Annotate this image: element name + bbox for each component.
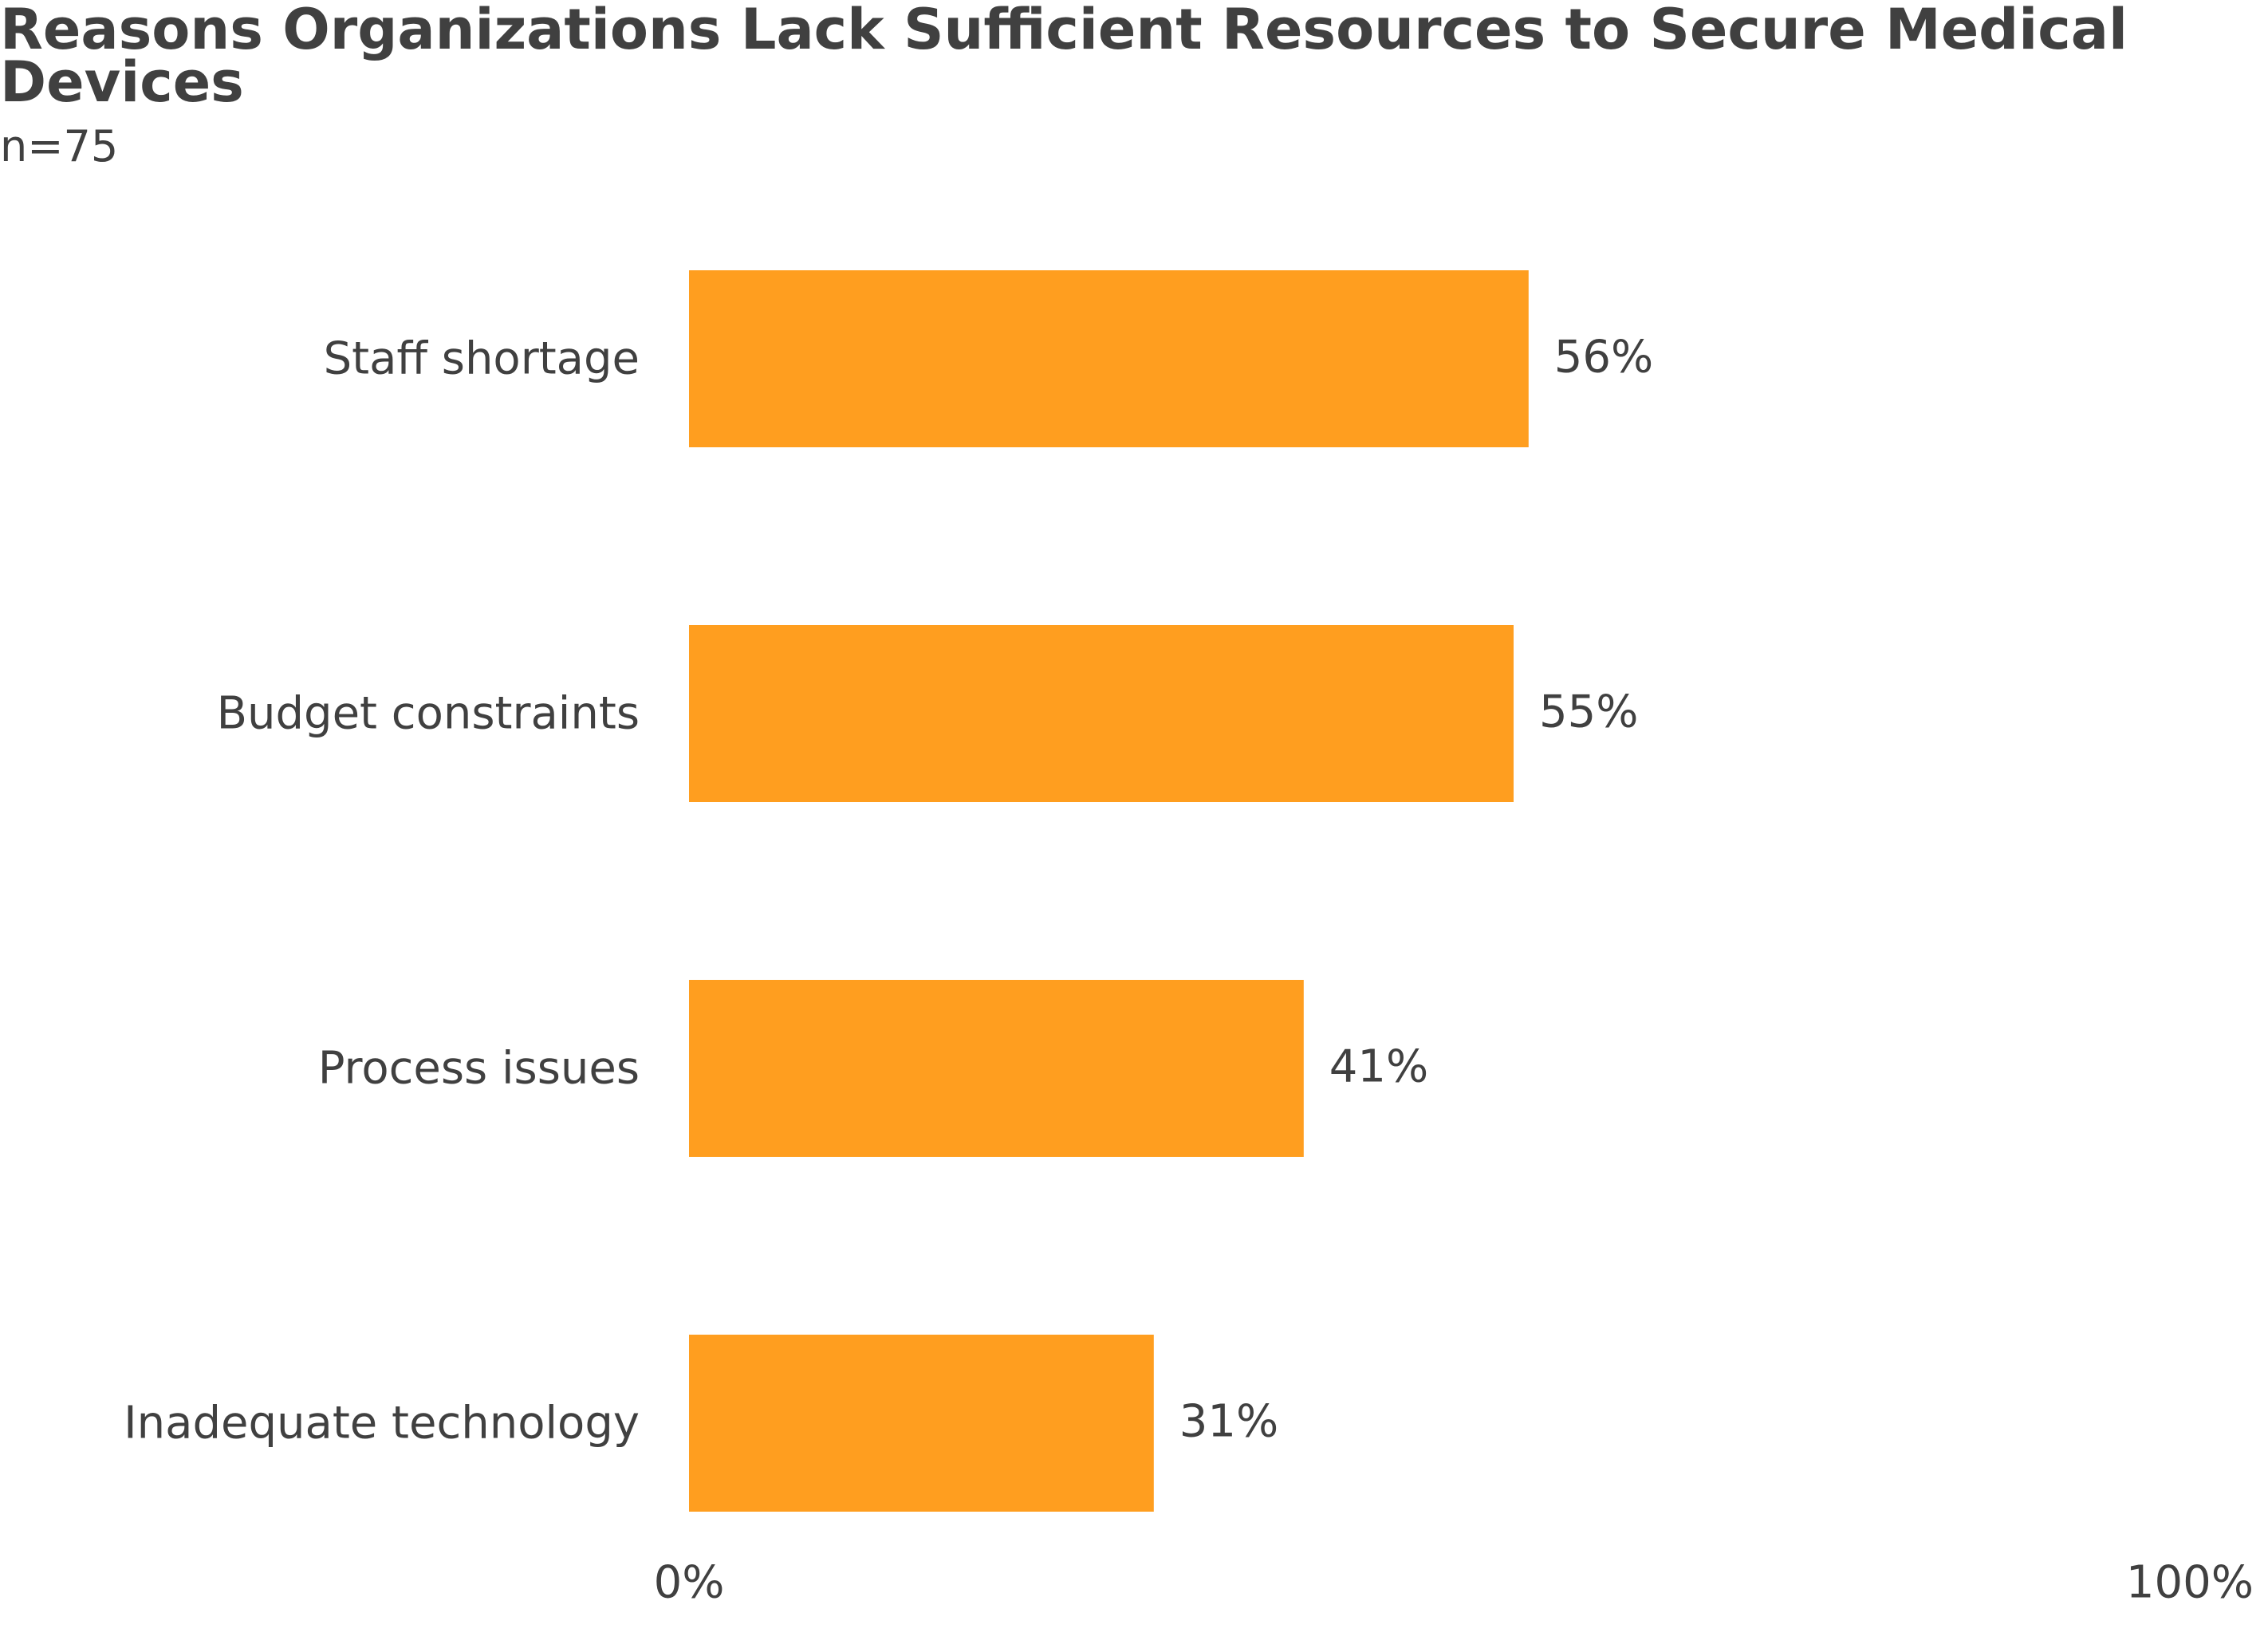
category-label-process-issues: Process issues [318, 1043, 640, 1095]
x-axis-ticks: 0% 100% [654, 1557, 2254, 1609]
bar-budget-constraints [689, 625, 1514, 802]
data-label-staff-shortage: 56% [1554, 332, 1653, 383]
bars-group [689, 270, 1529, 1512]
bar-staff-shortage [689, 270, 1529, 447]
category-labels: Staff shortage Budget constraints Process … [124, 333, 640, 1449]
data-label-budget-constraints: 55% [1539, 686, 1638, 738]
value-labels: 56% 55% 41% 31% [1179, 332, 1653, 1448]
x-tick-label-zero-percent: 0% [654, 1557, 725, 1609]
category-label-inadequate-technology: Inadequate technology [124, 1398, 640, 1449]
data-label-inadequate-technology: 31% [1179, 1396, 1278, 1448]
category-label-staff-shortage: Staff shortage [324, 333, 640, 385]
data-label-process-issues: 41% [1329, 1041, 1428, 1093]
chart-subtitle: n=75 [0, 121, 119, 171]
chart-title: Reasons Organizations Lack Sufficient Re… [0, 0, 2128, 115]
category-label-budget-constraints: Budget constraints [217, 688, 640, 740]
bar-inadequate-technology [689, 1335, 1154, 1512]
bar-process-issues [689, 980, 1304, 1157]
x-tick-label-100-percent: 100% [2126, 1557, 2254, 1609]
